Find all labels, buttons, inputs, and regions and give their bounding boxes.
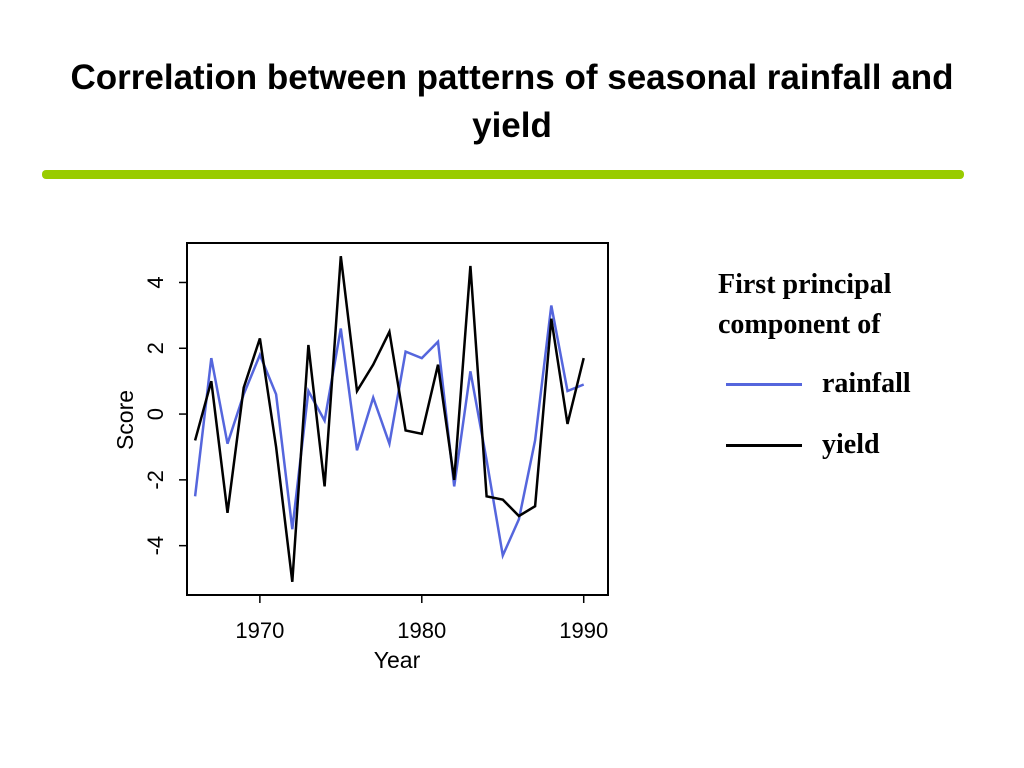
y-tick-label: 4 bbox=[143, 276, 168, 288]
x-tick-label: 1970 bbox=[235, 618, 284, 643]
x-tick-label: 1990 bbox=[559, 618, 608, 643]
series-lines bbox=[193, 256, 585, 582]
y-tick-label: 0 bbox=[143, 408, 168, 420]
legend-swatch-rainfall bbox=[726, 383, 802, 386]
x-axis-label: Year bbox=[374, 647, 421, 673]
y-tick-label: 2 bbox=[143, 342, 168, 354]
y-axis-label: Score bbox=[112, 390, 138, 450]
legend-label-yield: yield bbox=[822, 429, 880, 460]
y-tick-label: -4 bbox=[143, 536, 168, 556]
series-line-yield bbox=[193, 256, 585, 582]
legend-label-rainfall: rainfall bbox=[822, 368, 911, 399]
y-tick-label: -2 bbox=[143, 470, 168, 490]
axis-ticks: 1970 1980 1990 -4 -2 0 2 4 bbox=[143, 276, 608, 643]
plot-frame bbox=[186, 242, 609, 596]
legend-swatch-yield bbox=[726, 444, 802, 447]
series-line-rainfall bbox=[193, 305, 585, 560]
slide-title: Correlation between patterns of seasonal… bbox=[70, 58, 954, 145]
title-rule bbox=[42, 170, 964, 179]
legend-heading: First principal component of bbox=[718, 269, 892, 340]
x-tick-label: 1980 bbox=[397, 618, 446, 643]
